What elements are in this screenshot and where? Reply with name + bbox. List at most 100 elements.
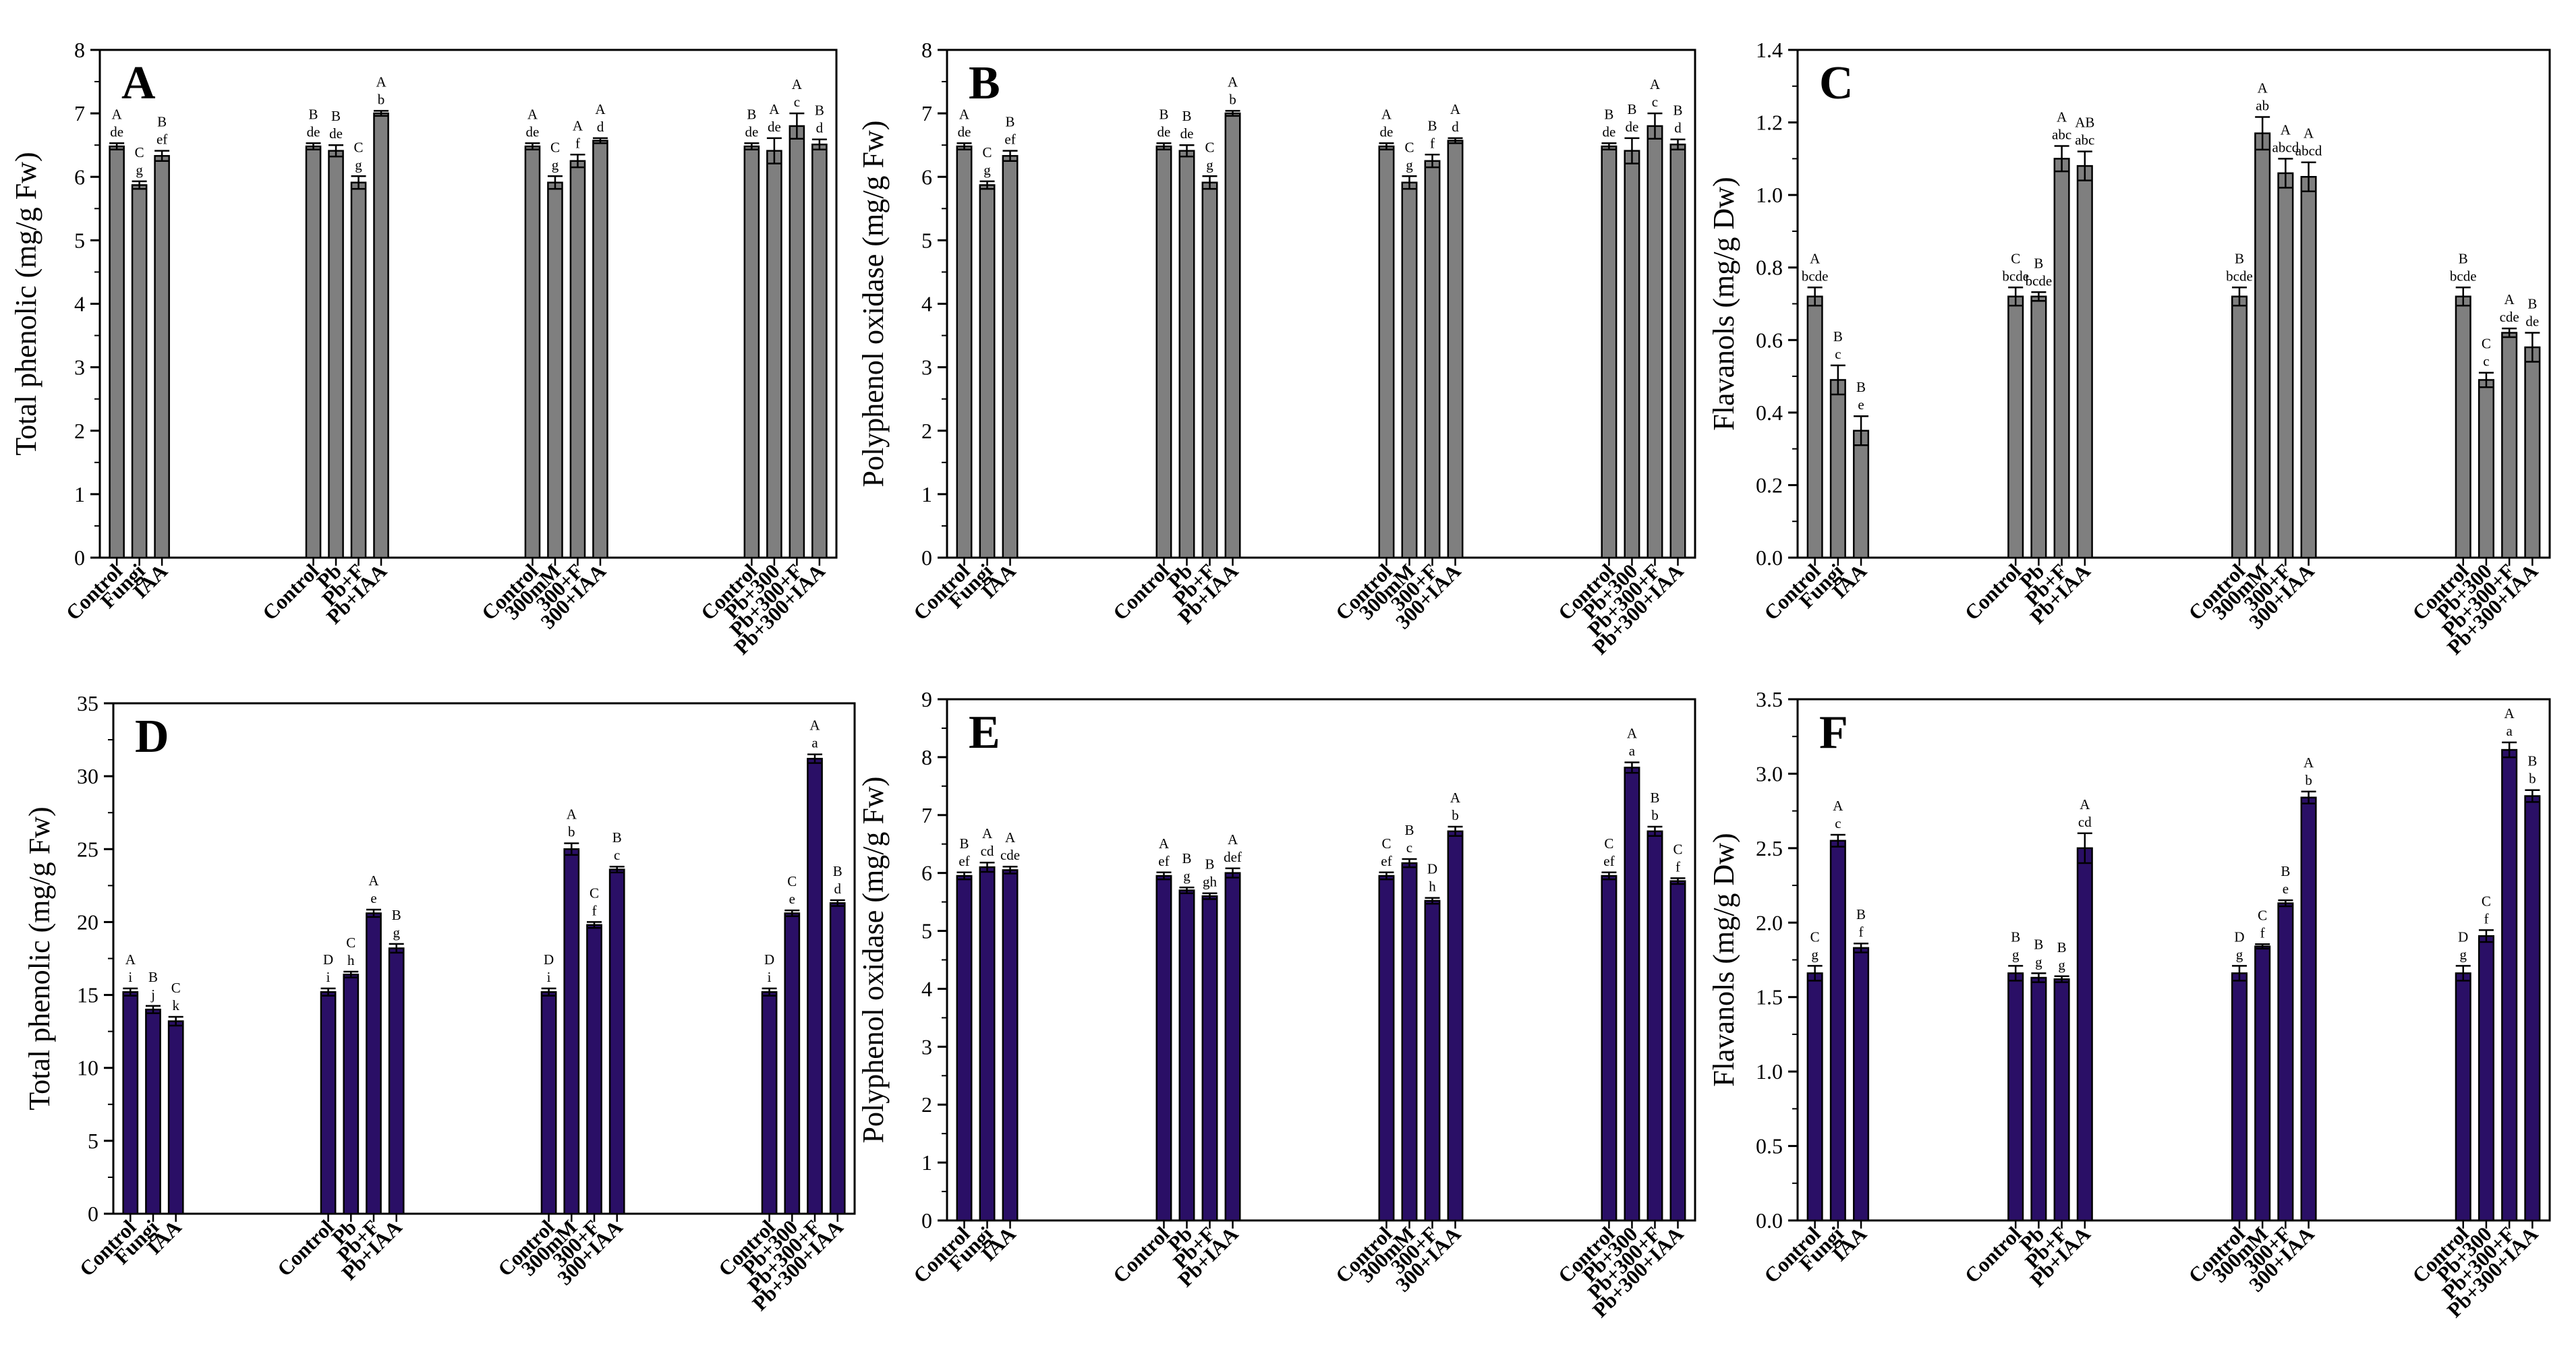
significance-lower: b: [2529, 771, 2536, 787]
bar: [2524, 346, 2541, 559]
significance-upper: A: [1228, 73, 1238, 90]
y-tick-label: 5: [74, 228, 85, 252]
bar: [1601, 145, 1618, 559]
significance-upper: B: [1404, 822, 1414, 838]
bar: [122, 991, 139, 1215]
significance-upper: C: [1810, 928, 1820, 945]
significance-lower: ef: [1158, 853, 1169, 869]
significance-lower: f: [1859, 924, 1864, 940]
y-tick-label: 2: [74, 419, 85, 443]
bar: [320, 991, 337, 1215]
significance-upper: A: [527, 106, 538, 122]
bar: [956, 145, 973, 559]
y-tick-label: 0.0: [1756, 546, 1783, 570]
significance-upper: D: [764, 951, 774, 968]
significance-upper: C: [1673, 841, 1682, 857]
bar: [2478, 935, 2494, 1222]
bar: [1424, 160, 1441, 559]
y-tick-label: 0.6: [1756, 328, 1783, 352]
significance-upper: B: [331, 108, 341, 124]
significance-upper: B: [815, 102, 824, 119]
significance-lower: f: [575, 135, 580, 151]
bar: [2076, 847, 2093, 1222]
significance-lower: d: [1674, 120, 1682, 136]
significance-lower: g: [2459, 946, 2467, 962]
y-tick-label: 4: [921, 976, 932, 1001]
y-tick-label: 4: [74, 292, 85, 316]
bar: [784, 912, 801, 1215]
bar: [2455, 295, 2471, 559]
significance-lower: f: [1676, 858, 1680, 875]
significance-upper: C: [346, 935, 355, 951]
bar: [563, 848, 580, 1215]
y-tick-label: 15: [77, 983, 98, 1007]
bar: [956, 875, 973, 1222]
significance-lower: de: [1180, 125, 1194, 142]
significance-upper: B: [2527, 753, 2537, 769]
significance-lower: a: [1629, 743, 1636, 759]
y-tick-label: 3: [921, 1034, 932, 1059]
bar: [2030, 295, 2047, 559]
significance-upper: D: [2458, 928, 2468, 945]
significance-upper: A: [2281, 121, 2291, 138]
significance-upper: B: [2527, 296, 2537, 312]
y-tick-label: 8: [921, 745, 932, 769]
bar: [1155, 145, 1172, 559]
significance-lower: d: [1452, 119, 1459, 135]
significance-upper: A: [809, 717, 820, 734]
bar: [305, 145, 322, 559]
y-tick-label: 0: [74, 546, 85, 570]
bar: [1601, 875, 1618, 1222]
bar: [2277, 902, 2294, 1222]
significance-upper: C: [550, 139, 560, 155]
y-tick-label: 5: [921, 228, 932, 252]
significance-lower: de: [110, 123, 123, 140]
bar: [2501, 332, 2518, 559]
significance-upper: C: [1381, 835, 1391, 852]
significance-upper: A: [1005, 829, 1016, 846]
significance-upper: C: [2482, 893, 2491, 909]
bar: [1829, 379, 1846, 559]
bar: [1647, 830, 1663, 1222]
significance-upper: C: [1604, 835, 1613, 852]
significance-lower: i: [128, 969, 132, 985]
y-tick-label: 3: [921, 355, 932, 380]
significance-upper: B: [1673, 102, 1682, 119]
significance-lower: c: [1835, 815, 1841, 831]
significance-lower: ab: [2256, 98, 2269, 114]
bar: [1178, 889, 1195, 1222]
y-axis-label: Polyphenol oxidase (mg/g Fw): [857, 121, 890, 488]
bar: [2501, 748, 2518, 1222]
bar: [2053, 978, 2070, 1222]
y-tick-label: 1: [921, 482, 932, 506]
bar: [789, 125, 805, 559]
significance-lower: c: [1835, 346, 1841, 362]
significance-lower: g: [136, 162, 143, 178]
bar: [2254, 132, 2271, 559]
significance-lower: g: [2012, 946, 2020, 962]
significance-upper: B: [960, 835, 969, 852]
bar: [2455, 972, 2471, 1222]
significance-lower: f: [2260, 924, 2265, 941]
y-tick-label: 5: [921, 919, 932, 943]
significance-upper: A: [959, 106, 970, 122]
y-tick-label: 1.2: [1756, 111, 1783, 135]
bar: [766, 150, 782, 559]
significance-upper: B: [1182, 850, 1191, 866]
significance-upper: A: [368, 873, 379, 889]
significance-upper: B: [1627, 101, 1636, 117]
significance-lower: g: [2236, 946, 2243, 962]
significance-lower: ef: [958, 853, 969, 869]
significance-lower: de: [1380, 123, 1394, 140]
y-tick-label: 4: [921, 292, 932, 316]
y-tick-label: 6: [921, 165, 932, 189]
bar: [388, 947, 405, 1215]
bar: [1178, 150, 1195, 559]
significance-upper: A: [2303, 125, 2314, 142]
bar: [350, 181, 367, 559]
significance-lower: b: [1651, 807, 1659, 823]
y-axis-label: Polyphenol oxidase (mg/g Fw): [857, 777, 890, 1144]
significance-lower: bcde: [2226, 268, 2253, 284]
significance-lower: bcde: [1802, 268, 1829, 284]
bar: [2007, 972, 2024, 1222]
